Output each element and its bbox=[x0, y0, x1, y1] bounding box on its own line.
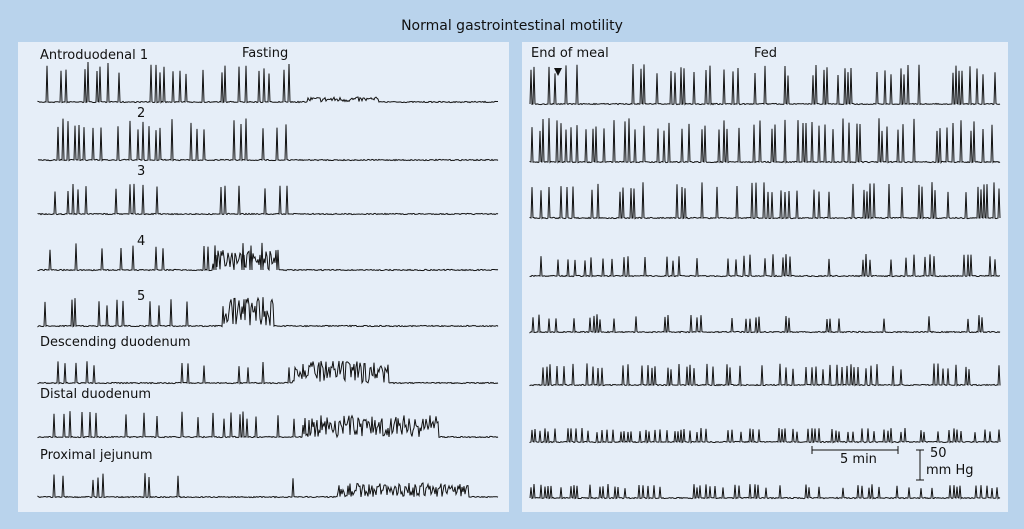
fed-traces bbox=[529, 64, 1001, 500]
pressure-scale-unit: mm Hg bbox=[926, 463, 974, 478]
pressure-scale-value: 50 bbox=[930, 446, 947, 461]
fasting-header: Fasting bbox=[242, 46, 289, 61]
trace-fed-4 bbox=[529, 254, 1001, 278]
meal-marker-arrow bbox=[554, 68, 562, 76]
trace-fed-1 bbox=[529, 64, 1001, 106]
fed-header: Fed bbox=[754, 46, 778, 61]
trace-label-antroduodenal-1: Antroduodenal 1 bbox=[40, 48, 149, 63]
meal-marker-label: End of meal bbox=[531, 46, 609, 61]
trace-label-5: 5 bbox=[137, 289, 146, 304]
fasting-traces bbox=[37, 62, 499, 499]
trace-descending-duodenum bbox=[37, 360, 499, 385]
trace-label-2: 2 bbox=[137, 106, 146, 121]
trace-fed-8 bbox=[529, 483, 1001, 500]
trace-fed-7 bbox=[529, 428, 1001, 444]
trace-antroduodenal-4 bbox=[37, 242, 499, 272]
trace-proximal-jejunum bbox=[37, 473, 499, 499]
trace-fed-6 bbox=[529, 363, 1001, 387]
trace-label-descending-duodenum: Descending duodenum bbox=[40, 335, 191, 350]
trace-fed-3 bbox=[529, 182, 1001, 220]
trace-antroduodenal-2 bbox=[37, 118, 499, 162]
trace-label-distal-duodenum: Distal duodenum bbox=[40, 387, 152, 402]
figure-title: Normal gastrointestinal motility bbox=[401, 18, 623, 34]
trace-antroduodenal-5 bbox=[37, 296, 499, 328]
trace-antroduodenal-1 bbox=[37, 62, 498, 104]
trace-distal-duodenum bbox=[37, 411, 499, 439]
fasting-panel: Fasting Antroduodenal 1 2 3 4 5 Descendi… bbox=[18, 42, 509, 512]
fed-panel: End of meal Fed 5 min 50 mm Hg bbox=[522, 42, 1008, 512]
trace-label-proximal-jejunum: Proximal jejunum bbox=[40, 448, 153, 463]
trace-label-4: 4 bbox=[137, 234, 146, 249]
trace-antroduodenal-3 bbox=[37, 183, 499, 216]
time-scale-label: 5 min bbox=[840, 452, 877, 467]
trace-fed-2 bbox=[529, 118, 1001, 164]
trace-label-3: 3 bbox=[137, 164, 146, 179]
trace-fed-5 bbox=[529, 314, 1001, 334]
